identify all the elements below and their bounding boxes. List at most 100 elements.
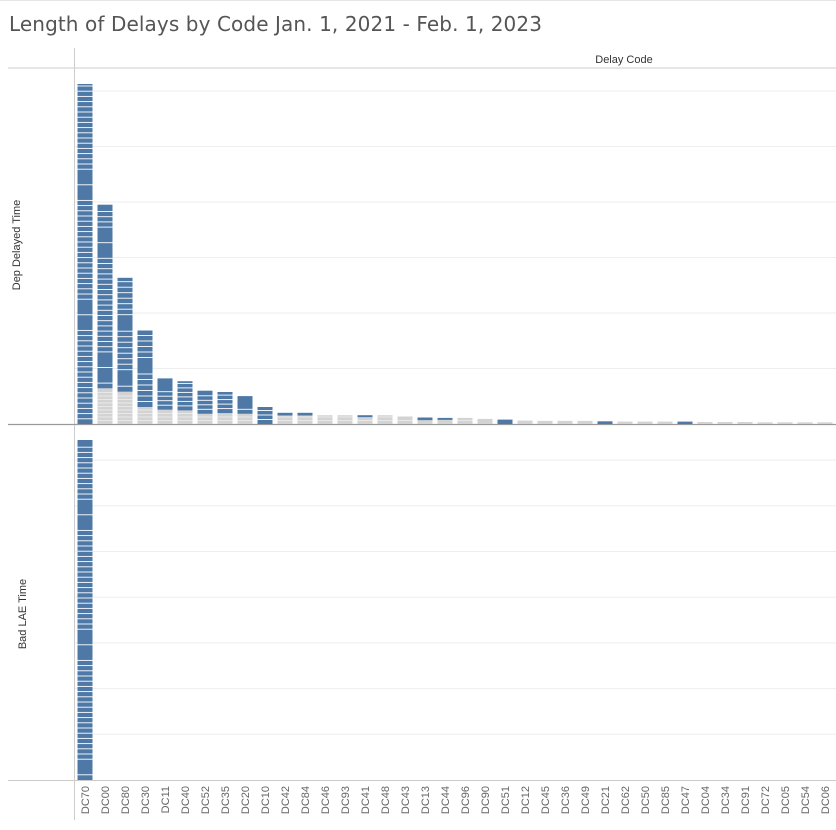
bar-dc62[interactable]: [617, 421, 633, 424]
bar-dc10[interactable]: [257, 407, 273, 424]
bar-dc47[interactable]: [677, 421, 693, 424]
bar-dc40[interactable]: [177, 381, 193, 424]
x-tick-label-dc43: DC43: [400, 786, 412, 814]
bar-dc45[interactable]: [537, 420, 553, 424]
bar-dc34[interactable]: [717, 422, 733, 424]
bar-segment-gray: [117, 391, 133, 424]
bar-dc36[interactable]: [557, 420, 573, 424]
bar-segment-gray: [417, 420, 433, 424]
x-tick-label-dc05: DC05: [780, 786, 792, 814]
x-tick-label-dc04: DC04: [700, 786, 712, 814]
bar-dc11[interactable]: [157, 378, 173, 424]
bar-dc49[interactable]: [577, 420, 593, 424]
bar-dc20[interactable]: [237, 396, 253, 424]
bar-dc46[interactable]: [317, 415, 333, 424]
column-header: Delay Code: [595, 54, 652, 66]
bar-dc12[interactable]: [517, 420, 533, 424]
x-tick-label-dc10: DC10: [260, 786, 272, 814]
bar-dc41[interactable]: [357, 415, 373, 424]
bar-dc42[interactable]: [277, 412, 293, 424]
x-tick-label-dc91: DC91: [740, 786, 752, 814]
bar-dc06[interactable]: [817, 422, 833, 424]
bar-dc13[interactable]: [417, 417, 433, 425]
x-tick-label-dc85: DC85: [660, 786, 672, 814]
x-tick-label-dc80: DC80: [120, 786, 132, 814]
bar-segment-gray: [297, 415, 313, 424]
bar-dc70[interactable]: [77, 84, 93, 424]
x-tick-label-dc72: DC72: [760, 786, 772, 814]
bar-segment-gray: [537, 420, 553, 424]
bar-dc04[interactable]: [697, 422, 713, 424]
bar-dc84[interactable]: [297, 412, 313, 424]
bar-segment-gray: [197, 413, 213, 424]
bar-segment-blue: [217, 392, 233, 414]
bar-dc52[interactable]: [197, 390, 213, 424]
bar-segment-blue: [117, 277, 133, 392]
bar-segment-blue: [197, 390, 213, 414]
bar-segment-gray: [337, 415, 353, 424]
bar-segment-blue: [97, 204, 113, 389]
bar-segment-gray: [697, 422, 713, 424]
x-tick-label-dc51: DC51: [500, 786, 512, 814]
bar-dc44[interactable]: [437, 417, 453, 424]
bar-dc48[interactable]: [377, 415, 393, 424]
bar-dc00[interactable]: [97, 204, 113, 424]
x-tick-label-dc30: DC30: [140, 786, 152, 814]
bar-segment-gray: [277, 415, 293, 424]
bar-dc80[interactable]: [117, 277, 133, 424]
bar-dc30[interactable]: [137, 330, 153, 425]
bar-dc90[interactable]: [477, 418, 493, 424]
bar-segment-gray: [377, 415, 393, 424]
x-tick-label-dc44: DC44: [440, 786, 452, 814]
x-tick-label-dc20: DC20: [240, 786, 252, 814]
bar-dc50[interactable]: [637, 421, 653, 424]
bar-segment-blue: [177, 381, 193, 411]
bar-segment-blue: [157, 378, 173, 410]
y-axis-label-dep-delayed-time: Dep Delayed Time: [11, 200, 23, 291]
x-tick-label-dc46: DC46: [320, 786, 332, 814]
bar-segment-blue: [77, 440, 93, 780]
bar-dc91[interactable]: [737, 422, 753, 424]
bar-segment-blue: [357, 415, 373, 418]
chart-title: Length of Delays by Code Jan. 1, 2021 - …: [9, 12, 543, 36]
bar-dc72[interactable]: [757, 422, 773, 424]
x-tick-label-dc54: DC54: [800, 786, 812, 814]
bar-segment-gray: [617, 421, 633, 424]
bar-segment-blue: [677, 421, 693, 424]
y-axis-label-bad-lae-time: Bad LAE Time: [17, 579, 29, 649]
x-tick-label-dc12: DC12: [520, 786, 532, 814]
panel-bad-lae-time: [75, 440, 836, 780]
bar-dc93[interactable]: [337, 415, 353, 424]
bar-segment-gray: [777, 422, 793, 424]
x-tick-label-dc11: DC11: [160, 786, 172, 813]
x-tick-label-dc06: DC06: [820, 786, 832, 814]
bar-segment-gray: [97, 388, 113, 424]
bar-dc43[interactable]: [397, 416, 413, 425]
x-tick-label-dc52: DC52: [200, 786, 212, 814]
bar-dc54[interactable]: [797, 422, 813, 424]
bar-dc21[interactable]: [597, 421, 613, 424]
bar-segment-gray: [577, 420, 593, 424]
bar-dc96[interactable]: [457, 417, 473, 424]
bar-dc70[interactable]: [77, 440, 93, 780]
bar-segment-gray: [557, 420, 573, 424]
x-tick-label-dc00: DC00: [100, 786, 112, 814]
x-tick-label-dc34: DC34: [720, 786, 732, 814]
bar-segment-blue: [137, 330, 153, 407]
bar-segment-gray: [717, 422, 733, 424]
x-tick-label-dc93: DC93: [340, 786, 352, 814]
x-tick-label-dc45: DC45: [540, 786, 552, 814]
x-axis-labels: DC70 DC00 DC80 DC30 DC11 DC40 DC52 DC35 DC20 DC10…: [80, 786, 832, 814]
x-tick-label-dc50: DC50: [640, 786, 652, 814]
x-tick-label-dc96: DC96: [460, 786, 472, 814]
panel-dep-delayed-time: [75, 84, 836, 424]
bar-dc35[interactable]: [217, 392, 233, 424]
bar-segment-blue: [497, 419, 513, 424]
bar-dc05[interactable]: [777, 422, 793, 424]
top-rule: [0, 0, 836, 1]
bar-segment-blue: [597, 421, 613, 424]
bar-segment-gray: [637, 421, 653, 424]
bar-dc85[interactable]: [657, 421, 673, 424]
bar-dc51[interactable]: [497, 419, 513, 424]
